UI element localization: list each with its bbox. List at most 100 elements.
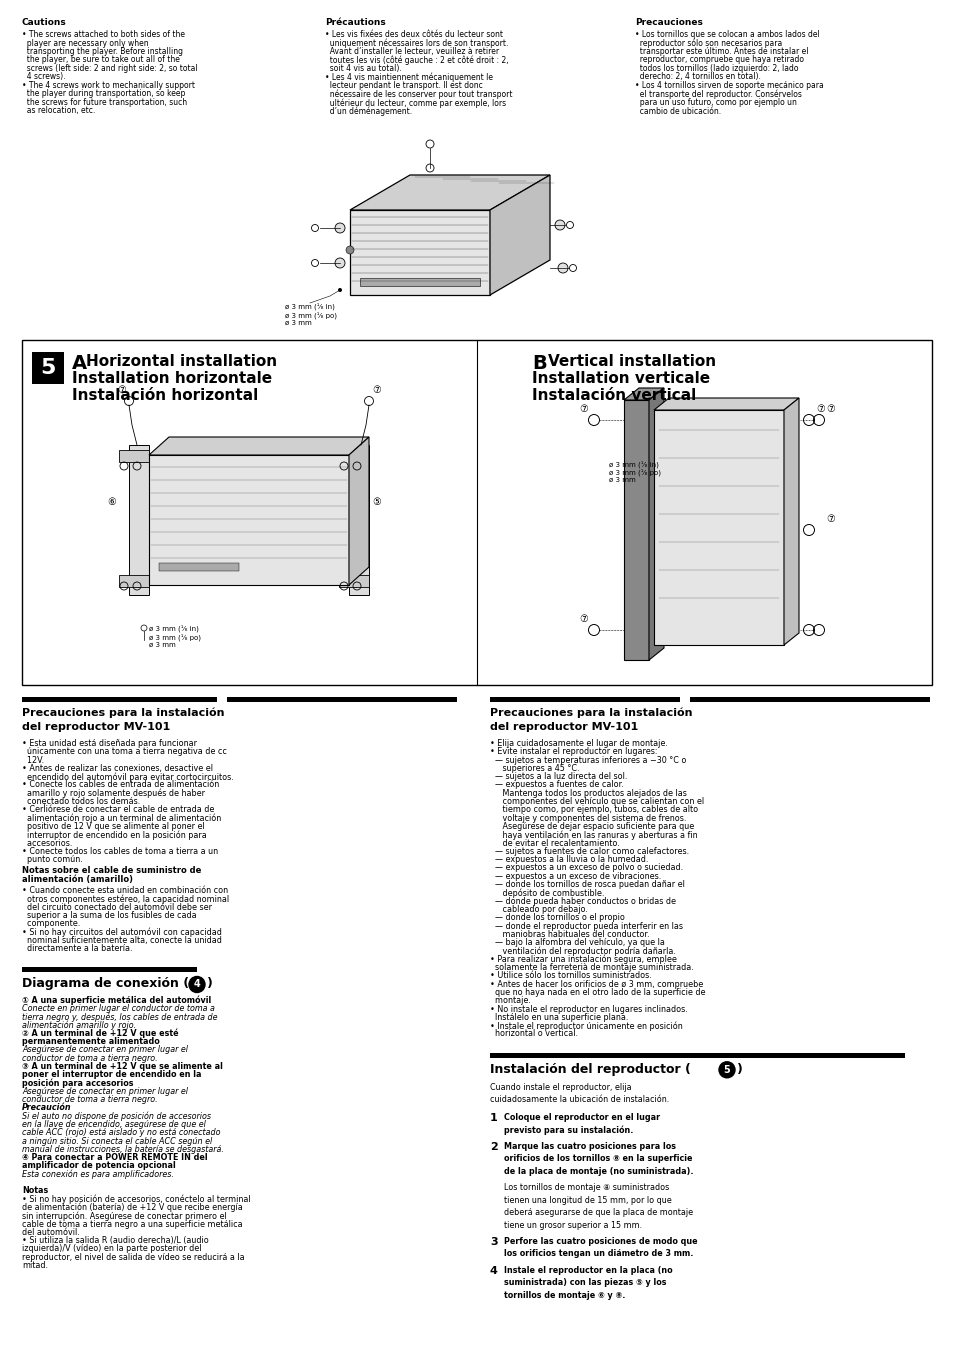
- Text: ): ): [207, 977, 213, 991]
- Text: voltaje y componentes del sistema de frenos.: voltaje y componentes del sistema de fre…: [490, 814, 685, 822]
- Text: player are necessary only when: player are necessary only when: [22, 38, 149, 47]
- Text: horizontal o vertical.: horizontal o vertical.: [490, 1030, 578, 1038]
- Text: — expuestos a un exceso de polvo o suciedad.: — expuestos a un exceso de polvo o sucie…: [490, 863, 682, 873]
- Text: del reproductor MV-101: del reproductor MV-101: [490, 722, 638, 732]
- Text: Installation horizontale: Installation horizontale: [71, 371, 272, 386]
- Text: • The screws attached to both sides of the: • The screws attached to both sides of t…: [22, 30, 185, 39]
- Text: izquierda)/V (vídeo) en la parte posterior del: izquierda)/V (vídeo) en la parte posteri…: [22, 1244, 201, 1253]
- Text: depósito de combustible.: depósito de combustible.: [490, 889, 604, 898]
- Text: Los tornillos de montaje ⑧ suministrados
tienen una longitud de 15 mm, por lo qu: Los tornillos de montaje ⑧ suministrados…: [503, 1183, 693, 1229]
- Text: — donde pueda haber conductos o bridas de: — donde pueda haber conductos o bridas d…: [490, 897, 676, 905]
- Text: — sujetos a temperaturas inferiores a −30 °C o: — sujetos a temperaturas inferiores a −3…: [490, 756, 685, 764]
- Text: soit 4 vis au total).: soit 4 vis au total).: [325, 64, 401, 73]
- Text: ⑦: ⑦: [372, 385, 380, 396]
- Text: Precaución: Precaución: [22, 1103, 71, 1112]
- Text: Cautions: Cautions: [22, 18, 67, 27]
- Text: Precauciones para la instalación: Precauciones para la instalación: [22, 707, 224, 718]
- Polygon shape: [623, 388, 663, 400]
- Text: Cuando instale el reproductor, elija
cuidadosamente la ubicación de instalación.: Cuando instale el reproductor, elija cui…: [490, 1083, 669, 1103]
- Text: • Los tornillos que se colocan a ambos lados del: • Los tornillos que se colocan a ambos l…: [635, 30, 819, 39]
- Text: únicamente con una toma a tierra negativa de cc: únicamente con una toma a tierra negativ…: [22, 748, 227, 756]
- Text: • Elija cuidadosamente el lugar de montaje.: • Elija cuidadosamente el lugar de monta…: [490, 738, 667, 748]
- Text: ): ): [737, 1062, 742, 1076]
- Text: punto común.: punto común.: [22, 855, 83, 864]
- Circle shape: [346, 247, 354, 253]
- Text: • Antes de hacer los orificios de ø 3 mm, compruebe: • Antes de hacer los orificios de ø 3 mm…: [490, 980, 702, 989]
- Text: Marque las cuatro posiciones para los
orificios de los tornillos ⑧ en la superfi: Marque las cuatro posiciones para los or…: [503, 1142, 693, 1176]
- Text: nécessaire de les conserver pour tout transport: nécessaire de les conserver pour tout tr…: [325, 89, 512, 99]
- Text: componentes del vehículo que se calientan con el: componentes del vehículo que se calienta…: [490, 797, 703, 806]
- Text: Avant d’installer le lecteur, veuillez à retirer: Avant d’installer le lecteur, veuillez à…: [325, 47, 498, 56]
- Text: Coloque el reproductor en el lugar
previsto para su instalación.: Coloque el reproductor en el lugar previ…: [503, 1112, 659, 1135]
- Bar: [149, 455, 349, 585]
- Text: conductor de toma a tierra negro.: conductor de toma a tierra negro.: [22, 1054, 157, 1062]
- Text: • Evite instalar el reproductor en lugares:: • Evite instalar el reproductor en lugar…: [490, 748, 657, 756]
- Text: 12V.: 12V.: [22, 756, 44, 764]
- Text: the screws for future transportation, such: the screws for future transportation, su…: [22, 98, 187, 107]
- Text: Instalación vertical: Instalación vertical: [532, 388, 696, 402]
- Text: d’un déménagement.: d’un déménagement.: [325, 107, 412, 117]
- Bar: [338, 450, 369, 462]
- Circle shape: [337, 289, 341, 291]
- Text: Precauciones para la instalación: Precauciones para la instalación: [490, 707, 692, 718]
- Text: cable ACC (rojo) está aislado y no está conectado: cable ACC (rojo) está aislado y no está …: [22, 1129, 220, 1137]
- Text: nominal suficientemente alta, conecte la unidad: nominal suficientemente alta, conecte la…: [22, 936, 222, 944]
- Text: • Esta unidad está diseñada para funcionar: • Esta unidad está diseñada para funcion…: [22, 738, 196, 748]
- Text: Precauciones: Precauciones: [635, 18, 702, 27]
- Bar: [654, 411, 783, 645]
- Text: cambio de ubicación.: cambio de ubicación.: [635, 107, 720, 115]
- Text: interruptor de encendido en la posición para: interruptor de encendido en la posición …: [22, 831, 207, 840]
- Polygon shape: [648, 388, 663, 660]
- Text: • Les 4 vis maintiennent mécaniquement le: • Les 4 vis maintiennent mécaniquement l…: [325, 73, 493, 83]
- Bar: [623, 400, 648, 660]
- Polygon shape: [350, 210, 490, 295]
- Bar: [22, 340, 931, 686]
- Bar: [22, 696, 216, 702]
- Circle shape: [335, 257, 345, 268]
- Text: poner el interruptor de encendido en la: poner el interruptor de encendido en la: [22, 1070, 201, 1079]
- Text: lecteur pendant le transport. Il est donc: lecteur pendant le transport. Il est don…: [325, 81, 482, 89]
- Text: permanentemente alimentado: permanentemente alimentado: [22, 1037, 159, 1046]
- Text: Instale el reproductor en la placa (no
suministrada) con las piezas ⑤ y los
torn: Instale el reproductor en la placa (no s…: [503, 1266, 672, 1299]
- Text: Esta conexión es para amplificadores.: Esta conexión es para amplificadores.: [22, 1169, 173, 1179]
- Text: mitad.: mitad.: [22, 1262, 48, 1270]
- Bar: [689, 696, 929, 702]
- Text: — bajo la alfombra del vehículo, ya que la: — bajo la alfombra del vehículo, ya que …: [490, 938, 664, 947]
- Text: as relocation, etc.: as relocation, etc.: [22, 107, 95, 115]
- Text: superiores a 45 °C.: superiores a 45 °C.: [490, 764, 578, 772]
- Text: • Si utiliza la salida R (audio derecha)/L (audio: • Si utiliza la salida R (audio derecha)…: [22, 1236, 209, 1245]
- Text: en la llave de encendido, asegúrese de que el: en la llave de encendido, asegúrese de q…: [22, 1121, 206, 1129]
- Text: reproductor, compruebe que haya retirado: reproductor, compruebe que haya retirado: [635, 56, 803, 65]
- Text: transporting the player. Before installing: transporting the player. Before installi…: [22, 47, 183, 56]
- Text: a ningún sitio. Si conecta el cable ACC según el: a ningún sitio. Si conecta el cable ACC …: [22, 1137, 212, 1145]
- Circle shape: [719, 1062, 734, 1077]
- Bar: [119, 575, 149, 587]
- Text: tiempo como, por ejemplo, tubos, cables de alto: tiempo como, por ejemplo, tubos, cables …: [490, 805, 698, 814]
- Text: • Si no hay circuitos del automóvil con capacidad: • Si no hay circuitos del automóvil con …: [22, 928, 222, 938]
- Text: ventilación del reproductor podría dañarla.: ventilación del reproductor podría dañar…: [490, 947, 675, 957]
- Text: manual de instrucciones, la batería se desgastará.: manual de instrucciones, la batería se d…: [22, 1145, 224, 1154]
- Text: • Antes de realizar las conexiones, desactive el: • Antes de realizar las conexiones, desa…: [22, 764, 213, 772]
- Text: • Los 4 tornillos sirven de soporte mecánico para: • Los 4 tornillos sirven de soporte mecá…: [635, 81, 822, 89]
- Text: amarillo y rojo solamente después de haber: amarillo y rojo solamente después de hab…: [22, 789, 205, 798]
- Text: 1: 1: [490, 1112, 497, 1123]
- Text: conductor de toma a tierra negro.: conductor de toma a tierra negro.: [22, 1095, 157, 1104]
- Text: transportar este último. Antes de instalar el: transportar este último. Antes de instal…: [635, 47, 807, 56]
- Text: — donde los tornillos o el propio: — donde los tornillos o el propio: [490, 913, 624, 923]
- Polygon shape: [350, 175, 550, 210]
- Text: ③ A un terminal de +12 V que se alimente al: ③ A un terminal de +12 V que se alimente…: [22, 1062, 223, 1070]
- Text: • Instale el reproductor únicamente en posición: • Instale el reproductor únicamente en p…: [490, 1022, 682, 1031]
- Text: amplificador de potencia opcional: amplificador de potencia opcional: [22, 1161, 175, 1171]
- Text: componente.: componente.: [22, 919, 80, 928]
- Polygon shape: [349, 438, 369, 585]
- Text: — expuestos a un exceso de vibraciones.: — expuestos a un exceso de vibraciones.: [490, 871, 660, 881]
- Text: 2: 2: [490, 1142, 497, 1152]
- Text: el transporte del reproductor. Consérvelos: el transporte del reproductor. Consérvel…: [635, 89, 801, 99]
- Text: derecho: 2, 4 tornillos en total).: derecho: 2, 4 tornillos en total).: [635, 73, 760, 81]
- Bar: [490, 696, 679, 702]
- Text: Instálelo en una superficie plana.: Instálelo en una superficie plana.: [490, 1014, 628, 1022]
- Text: reproductor, el nivel de salida de vídeo se reducirá a la: reproductor, el nivel de salida de vídeo…: [22, 1253, 244, 1262]
- Text: • Cuando conecte esta unidad en combinación con: • Cuando conecte esta unidad en combinac…: [22, 886, 228, 896]
- Text: the player, be sure to take out all of the: the player, be sure to take out all of t…: [22, 56, 180, 65]
- Text: ① A una superficie metálica del automóvil: ① A una superficie metálica del automóvi…: [22, 996, 211, 1005]
